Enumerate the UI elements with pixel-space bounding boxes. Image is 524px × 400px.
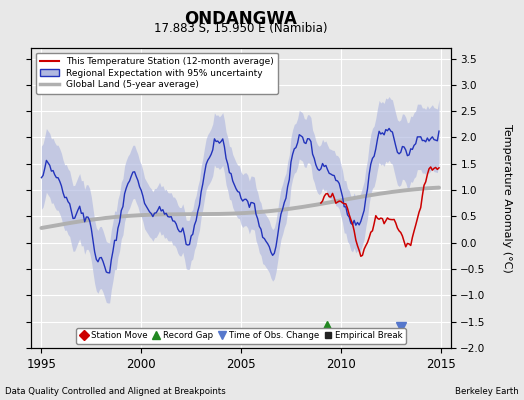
Y-axis label: Temperature Anomaly (°C): Temperature Anomaly (°C) [503, 124, 512, 272]
Text: Data Quality Controlled and Aligned at Breakpoints: Data Quality Controlled and Aligned at B… [5, 387, 226, 396]
Text: Berkeley Earth: Berkeley Earth [455, 387, 519, 396]
Text: ONDANGWA: ONDANGWA [184, 10, 298, 28]
Legend: Station Move, Record Gap, Time of Obs. Change, Empirical Break: Station Move, Record Gap, Time of Obs. C… [77, 328, 406, 344]
Text: 17.883 S, 15.950 E (Namibia): 17.883 S, 15.950 E (Namibia) [154, 22, 328, 35]
